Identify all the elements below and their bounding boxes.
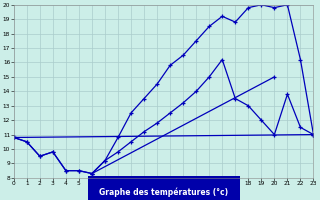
X-axis label: Graphe des températures (°c): Graphe des températures (°c) — [99, 188, 228, 197]
